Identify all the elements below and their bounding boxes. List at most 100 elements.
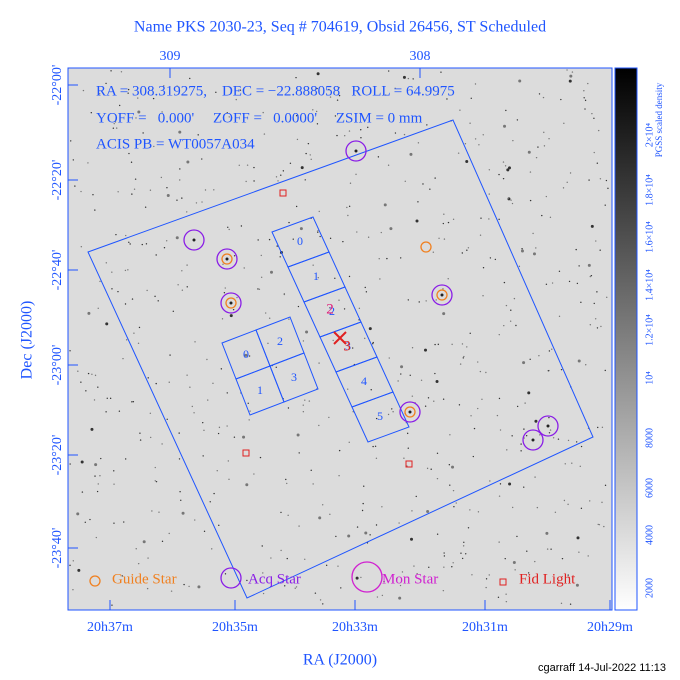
star-speck (498, 541, 500, 543)
star-speck (560, 368, 563, 371)
star-speck (115, 127, 118, 129)
acis-s-chip (351, 391, 410, 443)
star-speck (135, 117, 137, 119)
star-speck (202, 421, 204, 424)
star-speck (426, 510, 430, 514)
star-speck (387, 70, 390, 72)
star-speck (262, 592, 265, 595)
star-speck (232, 308, 235, 311)
star-speck (478, 144, 480, 146)
star-speck (129, 243, 131, 245)
star-speck (579, 465, 581, 468)
star-speck (469, 332, 471, 334)
star-speck (127, 88, 130, 91)
star-speck (239, 89, 242, 91)
star-speck (504, 557, 506, 560)
star-speck (155, 382, 157, 385)
star-core (354, 149, 358, 153)
star-speck (356, 231, 358, 233)
star-speck (305, 330, 309, 334)
star-speck (97, 483, 99, 485)
star-core (408, 410, 412, 414)
x-tick-label: 20h37m (87, 620, 133, 635)
star-speck (599, 249, 601, 251)
star-speck (236, 296, 238, 299)
star-speck (97, 307, 99, 309)
colorbar-label: 1.6×10⁴ (644, 221, 655, 253)
star-speck (188, 585, 190, 588)
chip-label: 1 (257, 383, 263, 397)
star-speck (138, 326, 141, 329)
star-speck (191, 405, 194, 408)
star-speck (98, 93, 101, 95)
star-speck (80, 381, 82, 383)
pointing-annotation: RA = 308.319275, DEC = −22.888058 ROLL =… (96, 83, 455, 99)
star-speck (584, 108, 586, 110)
star-speck (588, 179, 590, 181)
star-speck (131, 193, 133, 195)
star-speck (434, 177, 436, 179)
star-speck (575, 248, 577, 251)
star-speck (347, 214, 349, 217)
star-speck (464, 143, 467, 145)
star-speck (316, 87, 318, 90)
star-speck (253, 166, 255, 169)
star-speck (175, 236, 179, 240)
guide-star (225, 297, 237, 309)
star-speck (139, 432, 141, 434)
star-speck (96, 490, 99, 493)
star-speck (149, 189, 152, 191)
star-speck (114, 121, 117, 123)
star-speck (457, 152, 460, 154)
star-speck (571, 71, 574, 73)
colorbar-label: 6000 (644, 478, 655, 498)
star-speck (99, 280, 101, 283)
star-speck (601, 426, 604, 429)
star-speck (497, 596, 500, 598)
star-speck (125, 339, 128, 341)
acq-star (537, 415, 559, 437)
star-speck (297, 305, 300, 308)
star-speck (432, 251, 435, 253)
star-speck (516, 535, 518, 538)
star-speck (87, 311, 91, 315)
star-speck (81, 491, 84, 493)
star-speck (436, 477, 439, 480)
star-speck (223, 292, 226, 294)
star-speck (314, 592, 317, 594)
star-speck (286, 482, 288, 485)
star-speck (394, 132, 397, 134)
star-speck (360, 576, 362, 579)
star-speck (462, 357, 464, 359)
star-speck (545, 531, 549, 535)
star-speck (161, 111, 163, 113)
star-speck (407, 299, 410, 301)
colorbar-label: 1.2×10⁴ (644, 314, 655, 346)
star-speck (261, 545, 263, 547)
y-tick-label: -22°20' (50, 160, 65, 201)
star-speck (434, 343, 436, 346)
star-speck (213, 492, 215, 495)
star-speck (226, 392, 228, 394)
star-speck (576, 536, 580, 540)
star-speck (518, 79, 522, 83)
star-speck (365, 291, 368, 293)
guide-star (436, 289, 448, 301)
star-speck (315, 110, 318, 113)
star-speck (494, 258, 497, 261)
star-speck (94, 463, 98, 467)
acq-star (431, 284, 453, 306)
star-speck (510, 199, 512, 201)
star-core (531, 438, 535, 442)
star-speck (195, 202, 198, 204)
star-speck (132, 401, 135, 403)
star-speck (607, 187, 609, 190)
star-speck (488, 169, 491, 171)
y-axis-title: Dec (J2000) (19, 301, 36, 380)
star-speck (346, 206, 348, 209)
star-speck (296, 138, 299, 141)
star-speck (351, 347, 354, 349)
star-speck (523, 486, 525, 488)
star-speck (137, 342, 140, 344)
star-speck (183, 583, 185, 586)
